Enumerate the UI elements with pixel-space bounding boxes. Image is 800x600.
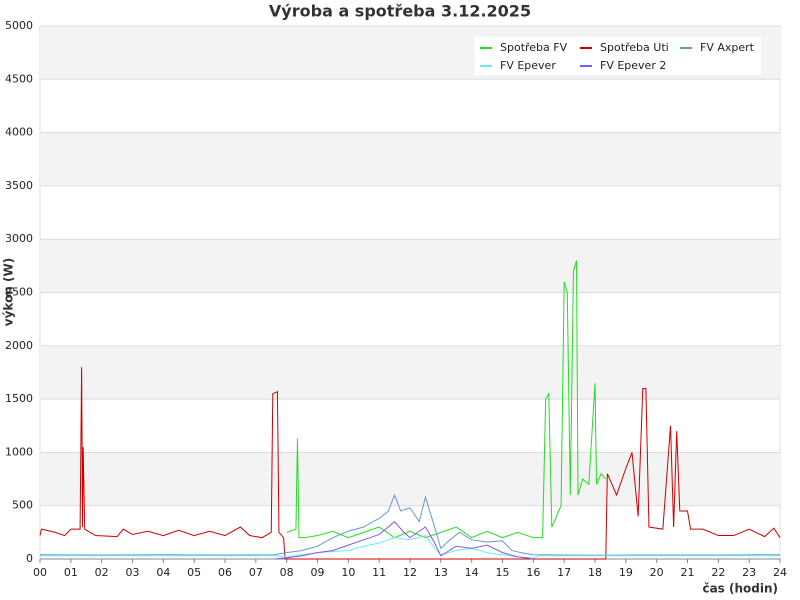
x-tick-label: 04 bbox=[156, 566, 170, 579]
x-tick-label: 06 bbox=[218, 566, 232, 579]
x-tick-label: 01 bbox=[64, 566, 78, 579]
y-axis-title: výkon (W) bbox=[2, 258, 16, 326]
y-tick-label: 5000 bbox=[5, 19, 33, 32]
y-tick-label: 1500 bbox=[5, 392, 33, 405]
x-tick-label: 14 bbox=[465, 566, 479, 579]
x-tick-label: 07 bbox=[249, 566, 263, 579]
x-tick-label: 18 bbox=[588, 566, 602, 579]
x-tick-label: 09 bbox=[311, 566, 325, 579]
x-tick-label: 22 bbox=[711, 566, 725, 579]
legend: Spotřeba FV Spotřeba Uti FV Axpert FV Epeve… bbox=[475, 37, 761, 75]
y-tick-label: 1000 bbox=[5, 445, 33, 458]
x-tick-label: 10 bbox=[341, 566, 355, 579]
grid-band bbox=[40, 239, 780, 293]
x-tick-label: 19 bbox=[619, 566, 633, 579]
x-tick-label: 05 bbox=[187, 566, 201, 579]
x-tick-label: 15 bbox=[496, 566, 510, 579]
x-tick-label: 11 bbox=[372, 566, 386, 579]
y-tick-label: 2500 bbox=[5, 286, 33, 299]
grid-band bbox=[40, 132, 780, 186]
grid-band bbox=[40, 345, 780, 400]
y-tick-label: 4500 bbox=[5, 72, 33, 85]
x-tick-label: 24 bbox=[773, 566, 787, 579]
x-tick-label: 00 bbox=[33, 566, 47, 579]
x-tick-label: 23 bbox=[742, 566, 756, 579]
x-tick-label: 13 bbox=[434, 566, 448, 579]
y-tick-label: 3500 bbox=[5, 179, 33, 192]
series-line bbox=[39, 493, 781, 556]
y-tick-label: 4000 bbox=[5, 126, 33, 139]
x-axis-title: čas (hodin) bbox=[702, 582, 778, 596]
x-tick-label: 08 bbox=[280, 566, 294, 579]
x-tick-label: 12 bbox=[403, 566, 417, 579]
legend-box bbox=[475, 37, 761, 75]
y-tick-label: 0 bbox=[26, 552, 33, 565]
legend-label: FV Epever bbox=[500, 59, 556, 72]
series-line bbox=[39, 367, 781, 560]
x-tick-label: 20 bbox=[650, 566, 664, 579]
series-line bbox=[286, 260, 607, 539]
x-tick-label: 17 bbox=[557, 566, 571, 579]
y-tick-label: 3000 bbox=[5, 232, 33, 245]
x-tick-label: 03 bbox=[126, 566, 140, 579]
legend-label: Spotřeba Uti bbox=[600, 41, 669, 54]
y-tick-label: 2000 bbox=[5, 339, 33, 352]
series-line bbox=[274, 520, 534, 560]
grid-band bbox=[40, 452, 780, 506]
x-tick-label: 21 bbox=[681, 566, 695, 579]
series-line bbox=[40, 534, 780, 559]
chart-title: Výroba a spotřeba 3.12.2025 bbox=[269, 2, 531, 21]
legend-label: FV Axpert bbox=[700, 41, 755, 54]
legend-label: Spotřeba FV bbox=[500, 41, 568, 54]
x-tick-label: 16 bbox=[526, 566, 540, 579]
x-tick-label: 02 bbox=[95, 566, 109, 579]
legend-label: FV Epever 2 bbox=[600, 59, 666, 72]
y-tick-label: 500 bbox=[12, 499, 33, 512]
